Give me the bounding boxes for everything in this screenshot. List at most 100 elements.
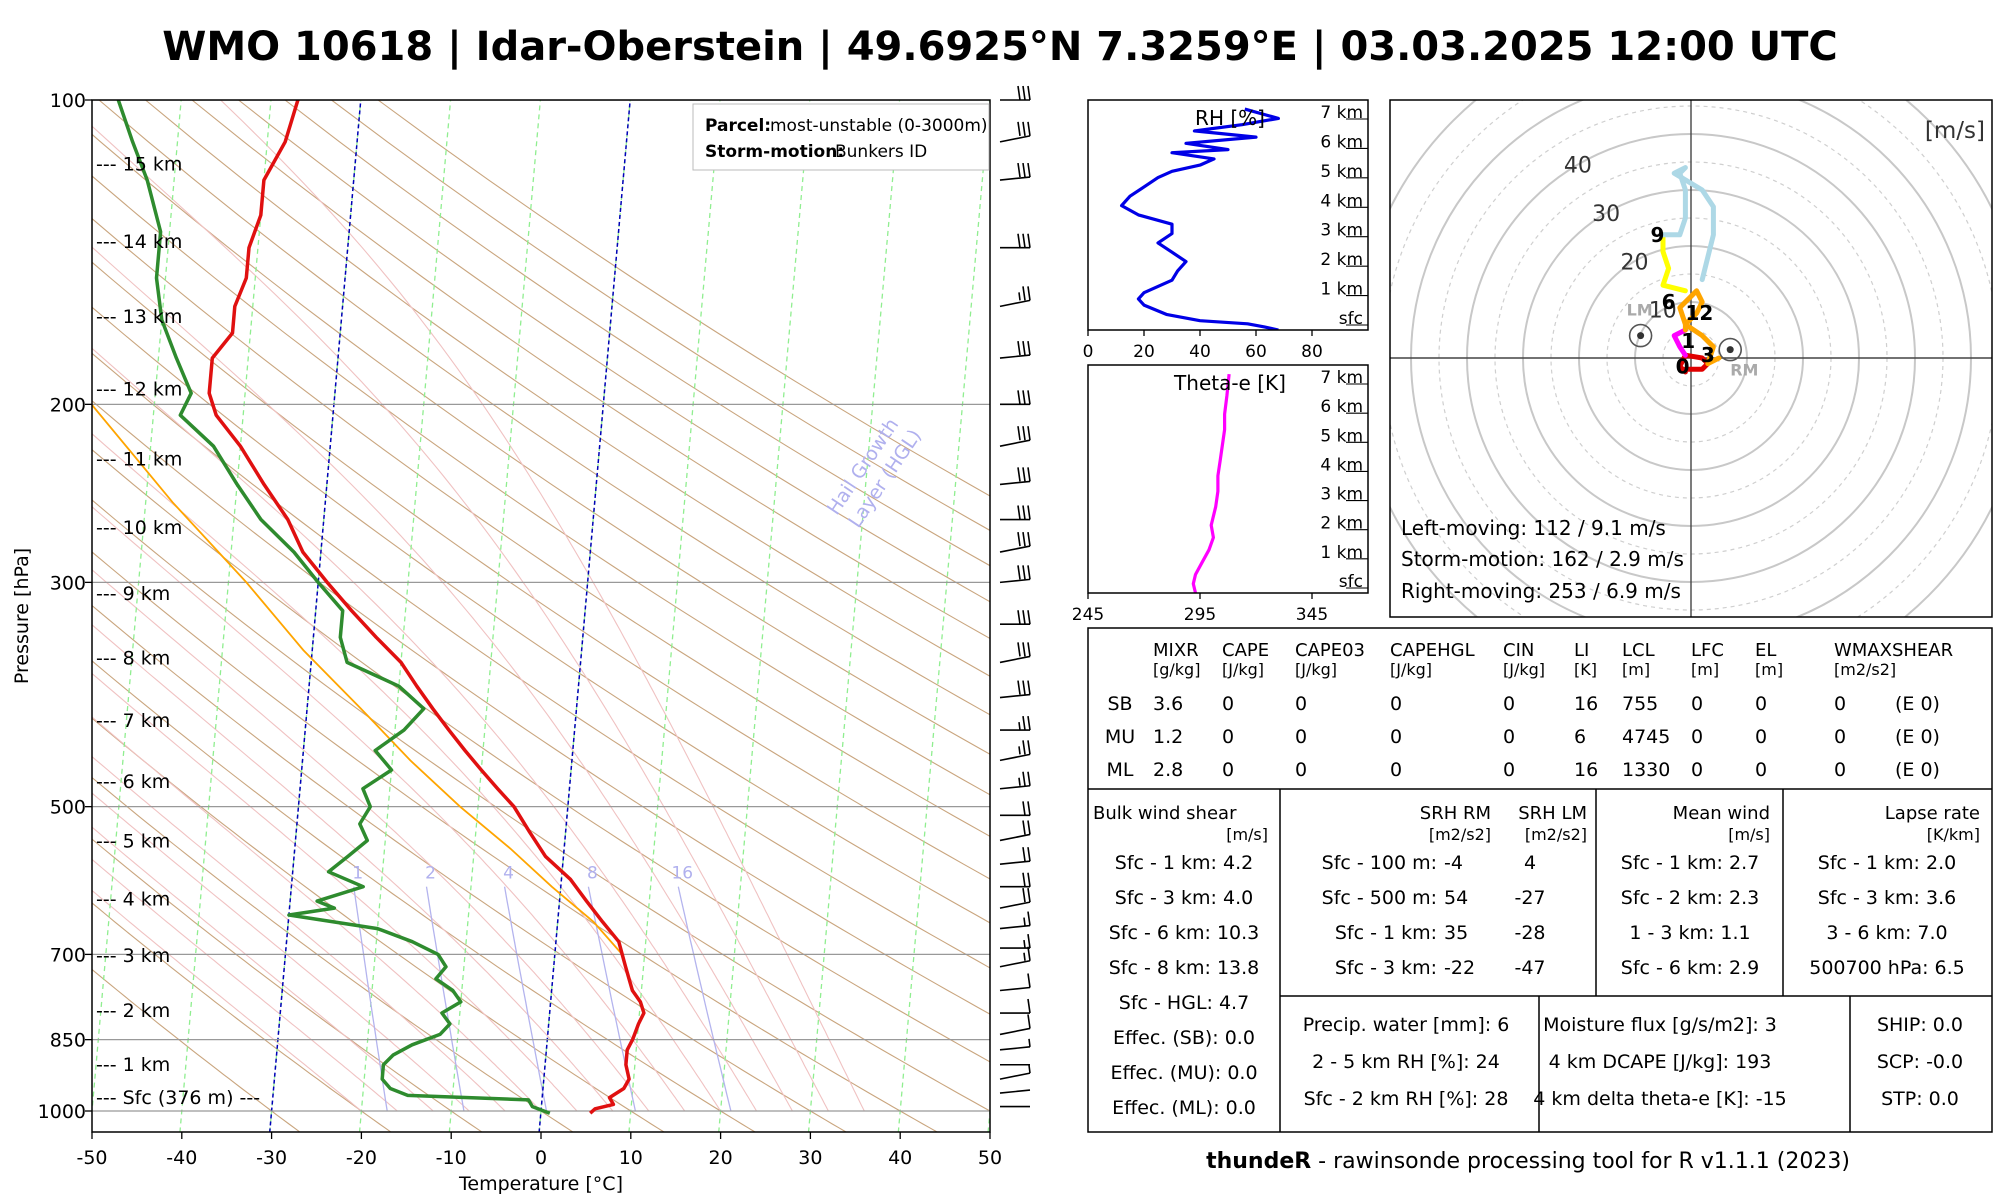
barb-full	[1022, 286, 1026, 301]
legend-parcel-key: Parcel:	[705, 116, 771, 136]
storm-marker	[1628, 323, 1653, 348]
isotherm	[358, 100, 452, 1132]
height-label: --- 11 km	[96, 449, 182, 471]
height-tick-label: 3 km	[1320, 485, 1363, 505]
height-label: --- 3 km	[96, 945, 170, 967]
wind-barb	[999, 1014, 1031, 1036]
table-header: LI	[1574, 640, 1589, 661]
barb-full	[1022, 610, 1026, 625]
barb-full	[1017, 505, 1021, 520]
dry-adiabat	[191, 100, 990, 640]
wind-barb	[999, 973, 1031, 992]
table-cell: -47	[1514, 957, 1545, 979]
barb-full	[1027, 740, 1031, 755]
barb-full	[1017, 390, 1021, 405]
isotherm	[628, 100, 721, 1132]
wind-barb	[1000, 933, 1031, 949]
dry-adiabat	[98, 100, 990, 716]
dry-adiabat	[92, 133, 990, 755]
hodo-unit: [m/s]	[1925, 118, 1985, 144]
wind-barbs	[999, 85, 1031, 1108]
height-label: --- 10 km	[96, 517, 182, 539]
footer: thundeR - rawinsonde processing tool for…	[1206, 1149, 1850, 1174]
height-tick-label: 2 km	[1320, 250, 1363, 270]
wind-barb	[999, 426, 1031, 447]
barb-full	[1027, 847, 1031, 862]
temperature-line	[207, 100, 646, 1115]
table-cell: Effec. (ML): 0.0	[1112, 1097, 1256, 1119]
isotherm	[92, 100, 182, 1119]
barb-half	[1023, 917, 1026, 926]
table-cell: STP: 0.0	[1881, 1088, 1959, 1110]
table-header: EL	[1755, 640, 1776, 661]
temp-tick-label: 50	[978, 1147, 1002, 1169]
table-cell: 0	[1390, 693, 1402, 715]
barb-half	[1023, 952, 1026, 961]
storm-marker-dot	[1637, 332, 1645, 340]
barb-full	[1022, 85, 1026, 101]
height-tick-label: 5 km	[1320, 426, 1363, 446]
table-cell: 4 km DCAPE [J/kg]: 193	[1549, 1051, 1772, 1073]
isotherm	[807, 100, 901, 1132]
parcel-legend: Parcel: most-unstable (0-3000m) Storm-mo…	[692, 103, 990, 171]
mixing-ratio-label: 1	[352, 864, 363, 884]
table-header: LCL	[1622, 640, 1655, 661]
table-cell: 1 - 3 km: 1.1	[1629, 922, 1750, 944]
barb-half	[1018, 777, 1021, 786]
profile-tick-label: 0	[1083, 342, 1094, 362]
wind-barb	[1000, 505, 1031, 521]
mixing-ratio-line	[503, 886, 548, 1112]
srh-rm-title: SRH RM	[1420, 803, 1491, 824]
table-cell: -27	[1514, 887, 1545, 909]
hodo-segment	[1660, 232, 1688, 294]
barb-half	[1018, 722, 1021, 731]
bulk-unit: [m/s]	[1226, 825, 1268, 844]
barb-staff	[999, 986, 1031, 992]
wind-barb	[999, 740, 1031, 762]
table-header: CAPEHGL	[1390, 640, 1475, 661]
barb-staff	[999, 439, 1031, 447]
barb-full	[1022, 162, 1026, 178]
wind-barb	[999, 771, 1031, 790]
table-header: WMAXSHEAR	[1834, 640, 1953, 661]
barb-full	[1017, 531, 1021, 547]
height-label: --- 6 km	[96, 771, 170, 793]
table-cell: 0	[1691, 726, 1703, 748]
barb-full	[1017, 426, 1021, 441]
table-cell: 0	[1755, 759, 1767, 781]
height-tick-label: 5 km	[1320, 162, 1363, 182]
table-cell: 3 - 6 km: 7.0	[1826, 922, 1947, 944]
isotherm	[448, 100, 542, 1132]
table-cell: Sfc - 1 km: 4.2	[1115, 852, 1253, 874]
srh-lm-title: SRH LM	[1518, 803, 1587, 824]
skewt-xlabel: Temperature [°C]	[458, 1173, 623, 1195]
table-cell: Effec. (MU): 0.0	[1110, 1062, 1257, 1084]
height-tick-label: 6 km	[1320, 132, 1363, 152]
mixing-ratio-line	[425, 886, 465, 1112]
table-cell: Sfc - 500 m:	[1322, 887, 1437, 909]
profile-line	[1119, 107, 1281, 330]
dry-adiabat	[92, 352, 990, 969]
hodo-segment	[1677, 288, 1722, 367]
legend-parcel-value: most-unstable (0-3000m)	[770, 116, 988, 136]
barb-full	[1022, 426, 1026, 441]
wind-barb	[999, 1038, 1031, 1051]
figure-title: WMO 10618 | Idar-Oberstein | 49.6925°N 7…	[162, 24, 1838, 71]
barb-full	[1027, 933, 1031, 949]
table-cell: -28	[1514, 922, 1545, 944]
table-unit: [J/kg]	[1295, 660, 1337, 679]
height-label: --- 8 km	[96, 648, 170, 670]
footer-bold: thundeR	[1206, 1149, 1311, 1174]
table-cell: 0	[1295, 759, 1307, 781]
table-cell: 2 - 5 km RH [%]: 24	[1312, 1051, 1500, 1073]
profile-tick-label: 80	[1301, 342, 1323, 362]
profile-tick-label: 60	[1245, 342, 1267, 362]
pressure-tick-label: 200	[50, 394, 86, 416]
barb-full	[1027, 872, 1031, 887]
table-cell: 0	[1295, 693, 1307, 715]
table-cell: Precip. water [mm]: 6	[1303, 1014, 1510, 1036]
barb-full	[1017, 85, 1021, 101]
barb-full	[1027, 1014, 1031, 1029]
barb-full	[1027, 162, 1031, 178]
temp-tick-label: 10	[619, 1147, 643, 1169]
